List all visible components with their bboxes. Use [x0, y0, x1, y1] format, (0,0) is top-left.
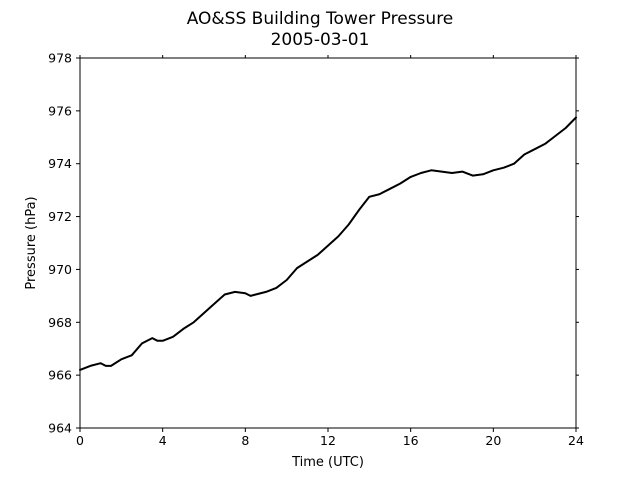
- pressure-series-line: [79, 116, 577, 371]
- y-axis-label: Pressure (hPa): [24, 196, 39, 289]
- x-tick-label: 8: [241, 433, 249, 448]
- x-tick-label: 0: [76, 433, 84, 448]
- x-tick-label: 4: [159, 433, 167, 448]
- x-tick-label: 24: [568, 433, 584, 448]
- x-axis-label: Time (UTC): [291, 455, 364, 470]
- axis-ticks: 0 4 8 12 16 20 24 964 966 968 970 972 974 976 978: [48, 51, 584, 449]
- y-tick-label: 978: [48, 51, 72, 66]
- chart-subtitle: 2005-03-01: [271, 30, 370, 50]
- x-tick-label: 20: [485, 433, 501, 448]
- plot-area-frame: [79, 57, 577, 429]
- y-tick-label: 972: [48, 209, 72, 224]
- y-tick-label: 964: [48, 421, 72, 436]
- y-tick-label: 970: [48, 262, 72, 277]
- y-tick-label: 976: [48, 103, 72, 118]
- y-tick-label: 968: [48, 315, 72, 330]
- y-tick-label: 966: [48, 368, 72, 383]
- x-tick-label: 16: [403, 433, 419, 448]
- x-tick-label: 12: [320, 433, 336, 448]
- plot-line-group: [79, 116, 577, 371]
- chart-title: AO&SS Building Tower Pressure: [187, 9, 454, 29]
- y-tick-label: 974: [48, 156, 72, 171]
